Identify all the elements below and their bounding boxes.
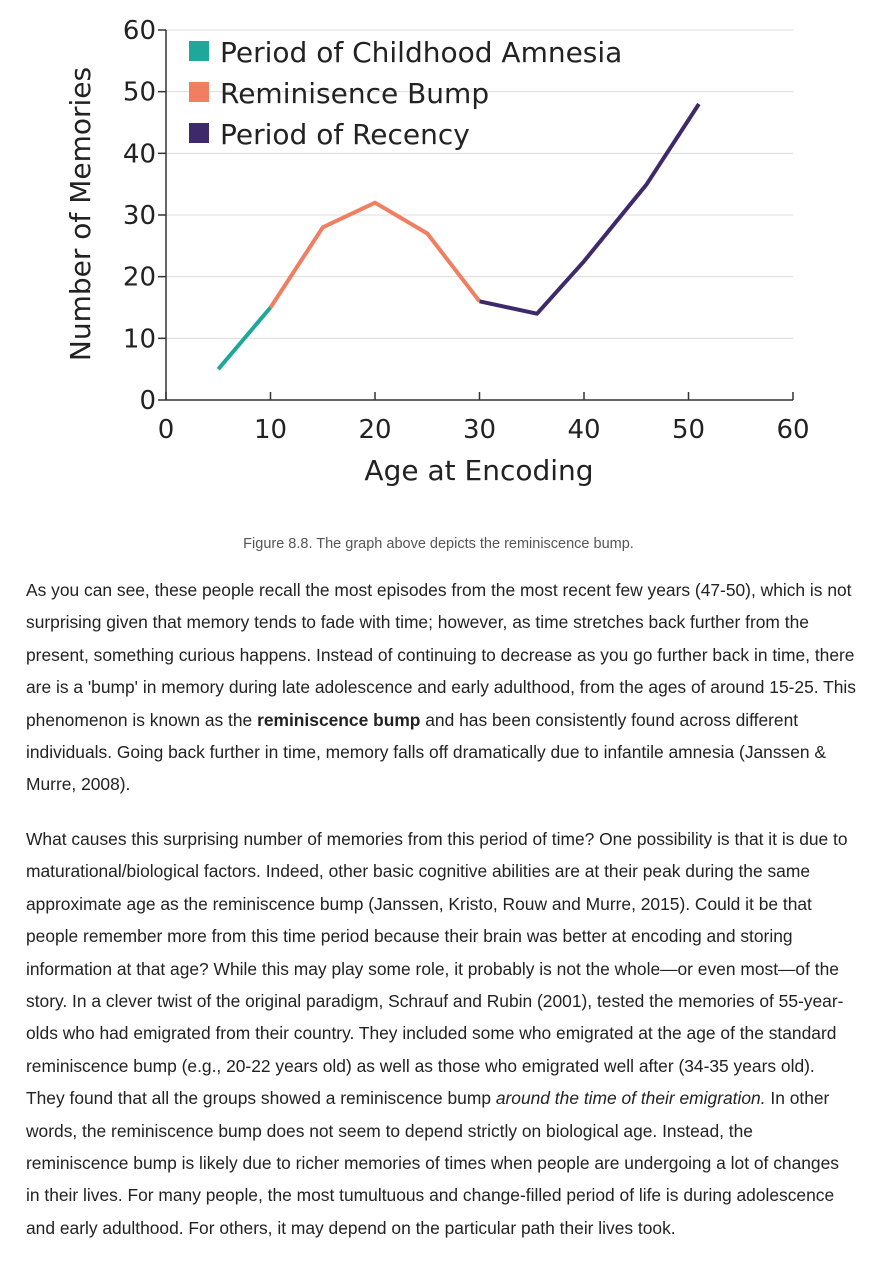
x-tick-label-1: 10 [254,415,287,445]
term-reminiscence-bump: reminiscence bump [257,709,421,730]
y-axis-title: Number of Memories [64,67,97,361]
series-line-2 [479,102,701,316]
emphasis-emigration: around the time of their emigration. [495,1088,766,1109]
legend-swatch-2 [189,123,209,143]
y-tick-label-2: 20 [123,263,156,293]
y-tick-label-1: 10 [123,324,156,354]
x-tick-label-3: 30 [463,415,496,445]
paragraph-2: What causes this surprising number of me… [26,823,856,1244]
legend-swatch-0 [189,41,209,61]
figure-caption: Figure 8.8. The graph above depicts the … [243,536,634,552]
x-tick-label-6: 60 [776,415,809,445]
y-tick-label-3: 30 [123,201,156,231]
legend: Period of Childhood Amnesia Reminisence B… [189,36,622,151]
series-line-1 [268,200,482,309]
y-axis-ticks: 0 10 20 30 40 50 60 [123,16,166,416]
x-tick-label-2: 20 [358,415,391,445]
paragraph-1-text-b: and has been consistently found across d… [26,709,827,795]
reminiscence-bump-chart: 0 10 20 30 40 50 60 0 10 20 30 40 50 60 Period of Ch… [64,16,810,487]
series-line-0 [216,306,273,371]
y-tick-label-0: 0 [139,386,156,416]
x-axis-ticks: 0 10 20 30 40 50 60 [158,392,810,445]
x-tick-label-5: 50 [672,415,705,445]
legend-label-1: Reminisence Bump [220,77,489,110]
y-tick-label-5: 50 [123,78,156,108]
series-lines [216,102,701,371]
legend-label-0: Period of Childhood Amnesia [220,36,622,69]
legend-label-2: Period of Recency [220,118,470,151]
paragraph-2-text-a: What causes this surprising number of me… [26,829,848,1109]
x-tick-label-0: 0 [158,415,175,445]
legend-swatch-1 [189,82,209,102]
y-tick-label-6: 60 [123,16,156,46]
x-tick-label-4: 40 [567,415,600,445]
y-tick-label-4: 40 [123,139,156,169]
paragraph-2-text-b: In other words, the reminiscence bump do… [26,1088,839,1238]
gridlines [166,29,793,339]
paragraph-1-text-a: As you can see, these people recall the … [26,580,856,730]
x-axis-title: Age at Encoding [364,454,593,487]
paragraph-1: As you can see, these people recall the … [26,574,856,801]
